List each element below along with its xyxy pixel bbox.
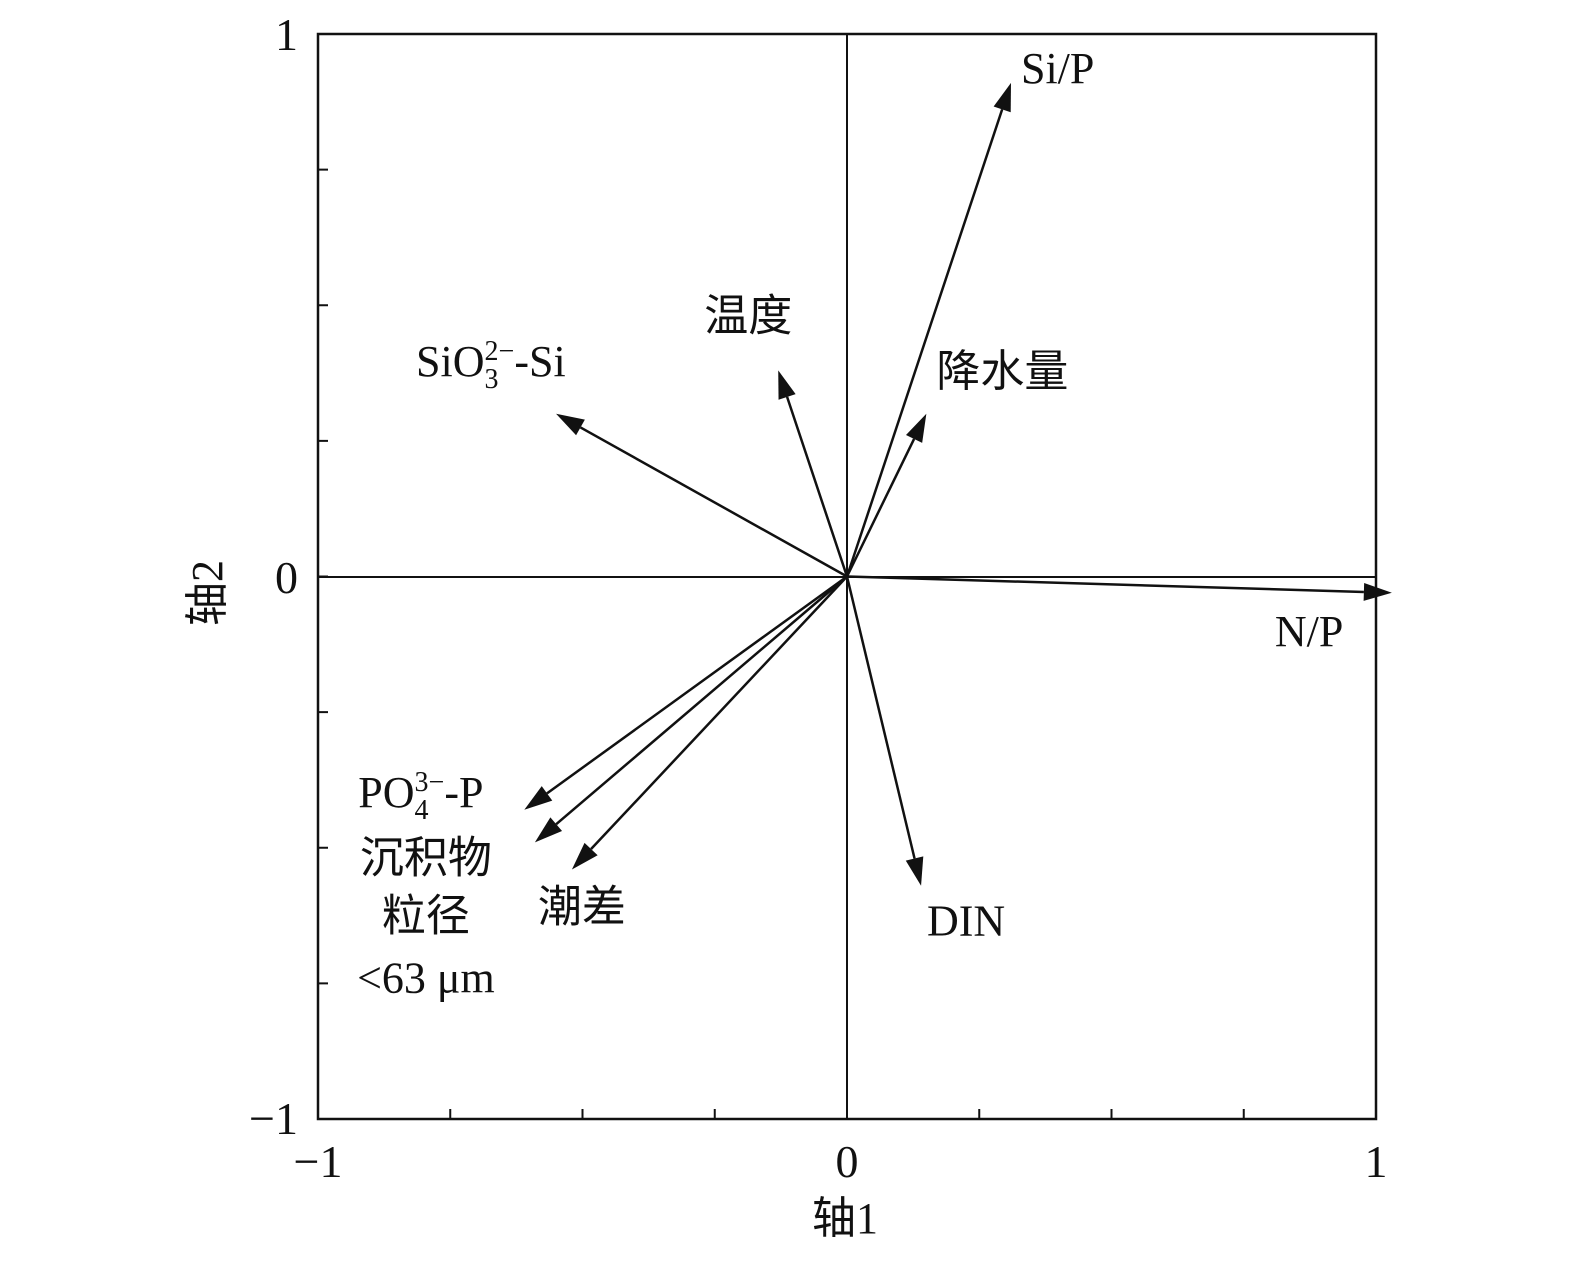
vector-arrowhead [778,370,796,400]
vector-label: SiO32−-Si [416,336,566,395]
vectors-layer [524,82,1392,886]
vector-line [846,575,1364,594]
x-tick-label-middle: 0 [836,1136,859,1187]
vector-line [579,426,848,578]
vector-arrowhead [556,413,585,436]
vector-label: 温度 [704,291,792,340]
vector-line [845,438,916,578]
vector-labels-layer: Si/P 温度 SiO32−-Si 降水量 N/P PO43−-P 沉积物粒径<63 μm 潮… [357,44,1343,1003]
vector-arrowhead [993,82,1011,113]
x-tick-label-right: 1 [1365,1136,1388,1187]
vector-label: 降水量 [936,347,1068,396]
vector-arrowhead [905,413,927,443]
vector-line [845,109,1004,577]
vector-arrowhead [524,786,553,810]
vector-label: 沉积物粒径<63 μm [357,833,495,1002]
vector-arrowhead [905,856,924,886]
x-axis-label: 轴1 [812,1194,878,1243]
vector-arrowhead [534,817,563,843]
vector-line [555,575,848,826]
vector-label: DIN [927,897,1005,946]
vector-line [546,575,848,795]
vector-line [590,575,848,850]
axis-ticks [317,33,1377,1120]
vector-label: PO43−-P [358,767,483,826]
vector-label: Si/P [1021,44,1094,93]
vector-label: 潮差 [538,882,626,931]
vector-line [785,396,849,577]
vector-arrowhead [571,842,598,870]
vector-label: N/P [1275,607,1343,656]
y-tick-label-middle: 0 [275,552,298,603]
vector-line [845,576,916,859]
x-tick-label-left: −1 [294,1136,343,1187]
y-axis-label: 轴2 [183,560,232,626]
y-tick-label-top: 1 [275,9,298,60]
y-tick-label-bottom: −1 [249,1093,298,1144]
vector-arrowhead [1363,582,1392,601]
